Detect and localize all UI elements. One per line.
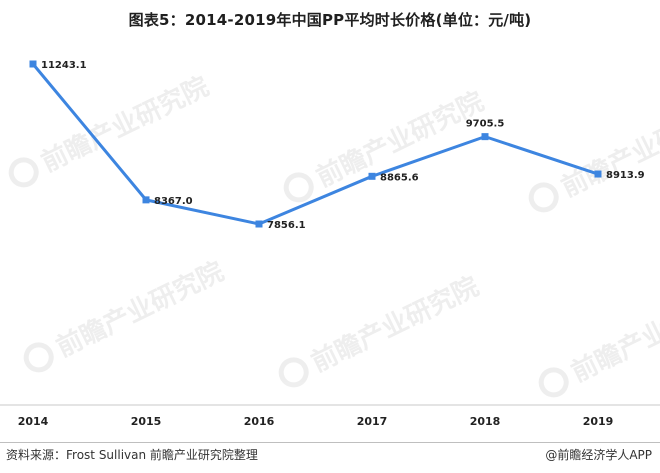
- brand-credit: @前瞻经济学人APP: [545, 448, 652, 462]
- line-chart: 2014 2015 2016 2017 2018 2019 11243.1 8367.0 78…: [0, 60, 660, 428]
- data-point-marker: [594, 170, 602, 178]
- x-tick-label: 2018: [470, 415, 501, 428]
- data-point-marker: [142, 196, 150, 204]
- data-point-marker: [481, 133, 489, 141]
- source-note: 资料来源：Frost Sullivan 前瞻产业研究院整理: [6, 448, 258, 462]
- data-points: [29, 60, 602, 228]
- x-tick-label: 2019: [583, 415, 614, 428]
- series-line: [31, 63, 599, 226]
- data-label: 8367.0: [154, 196, 193, 207]
- x-tick-label: 2016: [244, 415, 275, 428]
- chart-title: 图表5：2014-2019年中国PP平均时长价格(单位：元/吨): [128, 11, 532, 29]
- data-label: 11243.1: [41, 60, 87, 71]
- x-tick-labels: 2014 2015 2016 2017 2018 2019: [18, 415, 614, 428]
- data-label: 8913.9: [606, 170, 645, 181]
- x-tick-label: 2015: [131, 415, 162, 428]
- data-label: 7856.1: [267, 220, 306, 231]
- data-point-marker: [368, 172, 376, 180]
- x-tick-label: 2017: [357, 415, 388, 428]
- data-point-marker: [255, 220, 263, 228]
- data-labels: 11243.1 8367.0 7856.1 8865.6 9705.5 8913.9: [41, 60, 645, 231]
- data-label: 9705.5: [466, 119, 505, 130]
- data-label: 8865.6: [380, 172, 419, 183]
- footer-divider: [0, 442, 660, 443]
- x-tick-label: 2014: [18, 415, 49, 428]
- data-point-marker: [29, 60, 37, 68]
